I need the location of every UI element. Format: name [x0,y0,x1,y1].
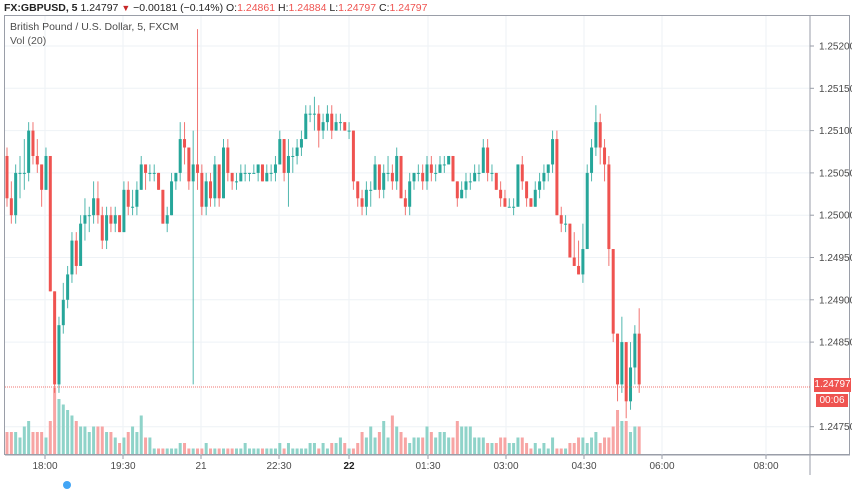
time-axis-label: 08:00 [753,461,778,472]
high-value: 1.24884 [288,2,327,14]
time-axis-label: 22 [343,461,355,472]
time-axis-label: 04:30 [571,461,596,472]
chart-title[interactable]: British Pound / U.S. Dollar, 5, FXCM [10,21,179,33]
price-axis-label: 1.24750 [819,422,852,433]
price-axis-label: 1.25200 [819,42,852,53]
price-axis-label: 1.24900 [819,295,852,306]
price-axis-label: 1.25150 [819,84,852,95]
price-axis-label: 1.25050 [819,168,852,179]
close-value: 1.24797 [389,2,428,14]
volume-indicator-label[interactable]: Vol (20) [10,35,47,47]
price-change: −0.00181 (−0.14%) [133,2,224,14]
current-price-label: 1.24797 [814,378,851,392]
time-axis-label: 03:00 [493,461,518,472]
open-value: 1.24861 [237,2,276,14]
open-label: O: [226,2,238,14]
down-arrow-icon: ▼ [121,3,131,13]
close-label: C: [379,2,390,14]
blue-dot-icon [63,481,71,489]
low-label: L: [329,2,339,14]
chart-legend: British Pound / U.S. Dollar, 5, FXCM Vol… [10,20,179,48]
time-axis-label: 19:30 [110,461,135,472]
price-axis-label: 1.25100 [819,126,852,137]
price-axis-label: 1.24850 [819,338,852,349]
time-axis-label: 21 [195,461,207,472]
bar-countdown-label: 00:06 [816,394,848,407]
price-axis-label: 1.24950 [819,253,852,264]
time-axis-label: 01:30 [415,461,440,472]
time-axis-label: 22:30 [266,461,291,472]
time-axis-label: 06:00 [649,461,674,472]
last-price: 1.24797 [80,2,119,14]
symbol-header: FX:GBPUSD, 5 1.24797 ▼ −0.00181 (−0.14%)… [4,1,428,15]
low-value: 1.24797 [338,2,377,14]
time-axis-label: 18:00 [32,461,57,472]
high-label: H: [277,2,289,14]
symbol-label[interactable]: FX:GBPUSD, 5 [4,2,78,14]
price-axis-label: 1.25000 [819,211,852,222]
